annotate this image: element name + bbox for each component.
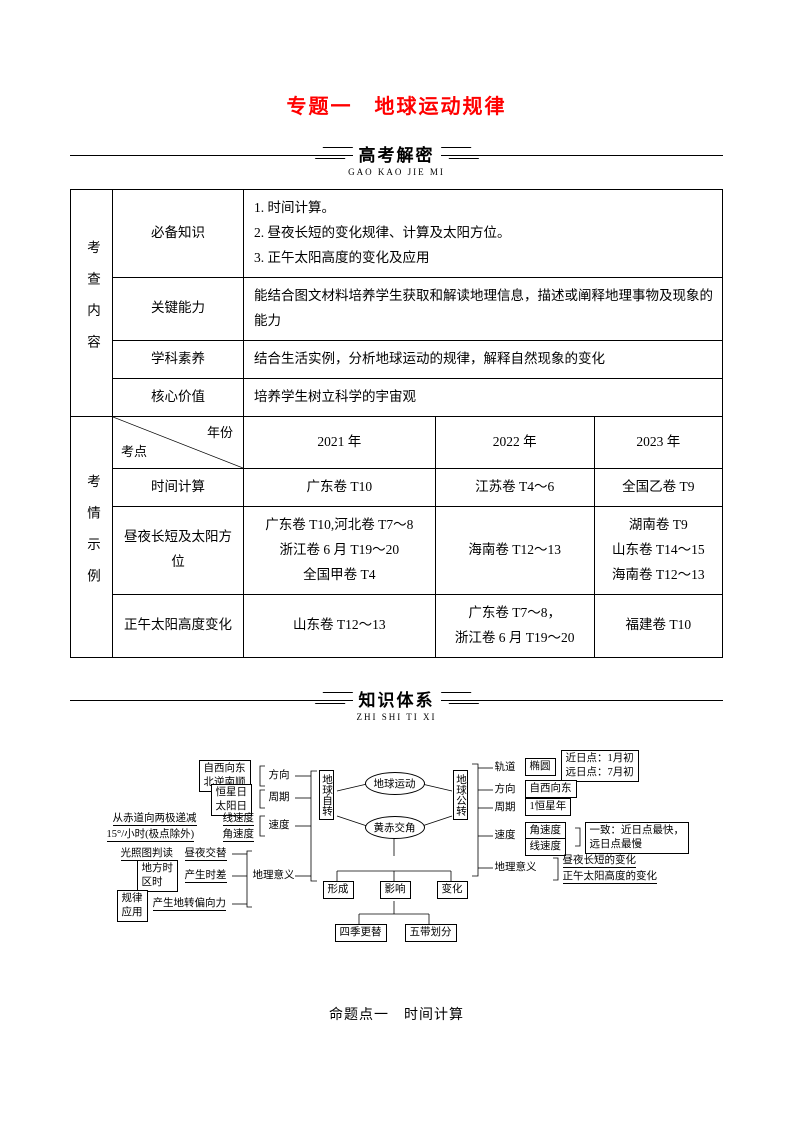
node: 一致：近日点最快， 远日点最慢 <box>585 822 690 854</box>
node: 地理意义 <box>495 861 537 875</box>
diag-point: 考点 <box>121 440 147 464</box>
section-pinyin: GAO KAO JIE MI <box>70 167 723 177</box>
section-pinyin: ZHI SHI TI XI <box>70 712 723 722</box>
exam-table: 考查内容 必备知识 1. 时间计算。 2. 昼夜长短的变化规律、计算及太阳方位。… <box>70 189 723 658</box>
node: 线速度 <box>525 838 567 856</box>
node: 产生地转偏向力 <box>153 897 227 912</box>
case-cell: 江苏卷 T4～6 <box>435 468 594 506</box>
case-cell: 广东卷 T7～8， 浙江卷 6 月 T19～20 <box>435 594 594 657</box>
node-center: 地球运动 <box>365 772 425 795</box>
node-gongzhuan: 地球公转 <box>453 770 469 820</box>
case-label: 正午太阳高度变化 <box>112 594 243 657</box>
node: 五带划分 <box>405 924 457 942</box>
case-cell: 广东卷 T10,河北卷 T7～8 浙江卷 6 月 T19～20 全国甲卷 T4 <box>243 506 435 594</box>
node: 速度 <box>269 819 290 833</box>
node-huangchi: 黄赤交角 <box>365 816 425 839</box>
case-cell: 全国乙卷 T9 <box>594 468 722 506</box>
case-label: 时间计算 <box>112 468 243 506</box>
node: 影响 <box>380 881 411 899</box>
node: 15°/小时(极点除外) <box>107 828 195 843</box>
row-label: 学科素养 <box>112 340 243 378</box>
vlabel-cases: 考情示例 <box>71 416 113 657</box>
section-header-zhishi: 知识体系 ZHI SHI TI XI <box>70 686 723 722</box>
section-header-gaokao: 高考解密 GAO KAO JIE MI <box>70 141 723 177</box>
case-cell: 湖南卷 T9 山东卷 T14～15 海南卷 T12～13 <box>594 506 722 594</box>
node: 自西向东 <box>525 780 577 798</box>
node: 1恒星年 <box>525 798 572 816</box>
year-header: 2023 年 <box>594 416 722 468</box>
row-label: 必备知识 <box>112 190 243 278</box>
year-header: 2022 年 <box>435 416 594 468</box>
case-cell: 福建卷 T10 <box>594 594 722 657</box>
row-content: 1. 时间计算。 2. 昼夜长短的变化规律、计算及太阳方位。 3. 正午太阳高度… <box>243 190 722 278</box>
node: 形成 <box>323 881 354 899</box>
node: 变化 <box>437 881 468 899</box>
node: 轨道 <box>495 761 516 775</box>
node: 周期 <box>269 791 290 805</box>
section-label: 知识体系 <box>353 686 441 711</box>
row-label: 关键能力 <box>112 277 243 340</box>
node: 椭圆 <box>525 758 556 776</box>
node: 近日点：1月初 远日点：7月初 <box>561 750 639 782</box>
node: 方向 <box>269 769 290 783</box>
node: 产生时差 <box>185 869 227 884</box>
section-label: 高考解密 <box>353 141 441 166</box>
node: 角速度 <box>223 828 255 843</box>
page-title: 专题一 地球运动规律 <box>70 90 723 119</box>
node: 地理意义 <box>253 869 295 883</box>
row-content: 结合生活实例，分析地球运动的规律，解释自然现象的变化 <box>243 340 722 378</box>
footer-line: 命题点一 时间计算 <box>70 1004 723 1024</box>
node: 方向 <box>495 783 516 797</box>
node: 地方时 区时 <box>137 860 179 892</box>
node: 昼夜长短的变化 <box>563 854 637 869</box>
knowledge-diagram: 地球运动 黄赤交角 地球自转 地球公转 方向 自西向东 北逆南顺 周期 恒星日 … <box>77 736 717 976</box>
case-label: 昼夜长短及太阳方位 <box>112 506 243 594</box>
row-content: 培养学生树立科学的宇宙观 <box>243 378 722 416</box>
node: 周期 <box>495 801 516 815</box>
node: 从赤道向两极递减 <box>113 812 197 827</box>
node: 四季更替 <box>335 924 387 942</box>
node: 规律 应用 <box>117 890 148 922</box>
row-label: 核心价值 <box>112 378 243 416</box>
node: 正午太阳高度的变化 <box>563 870 658 885</box>
node-zizhuan: 地球自转 <box>319 770 335 820</box>
vlabel-content: 考查内容 <box>71 190 113 417</box>
row-content: 能结合图文材料培养学生获取和解读地理信息，描述或阐释地理事物及现象的能力 <box>243 277 722 340</box>
case-cell: 广东卷 T10 <box>243 468 435 506</box>
node: 速度 <box>495 829 516 843</box>
case-cell: 山东卷 T12～13 <box>243 594 435 657</box>
diagonal-header: 年份 考点 <box>112 416 243 468</box>
diag-year: 年份 <box>207 421 233 445</box>
node: 昼夜交替 <box>185 847 227 862</box>
year-header: 2021 年 <box>243 416 435 468</box>
node: 线速度 <box>223 812 255 827</box>
case-cell: 海南卷 T12～13 <box>435 506 594 594</box>
